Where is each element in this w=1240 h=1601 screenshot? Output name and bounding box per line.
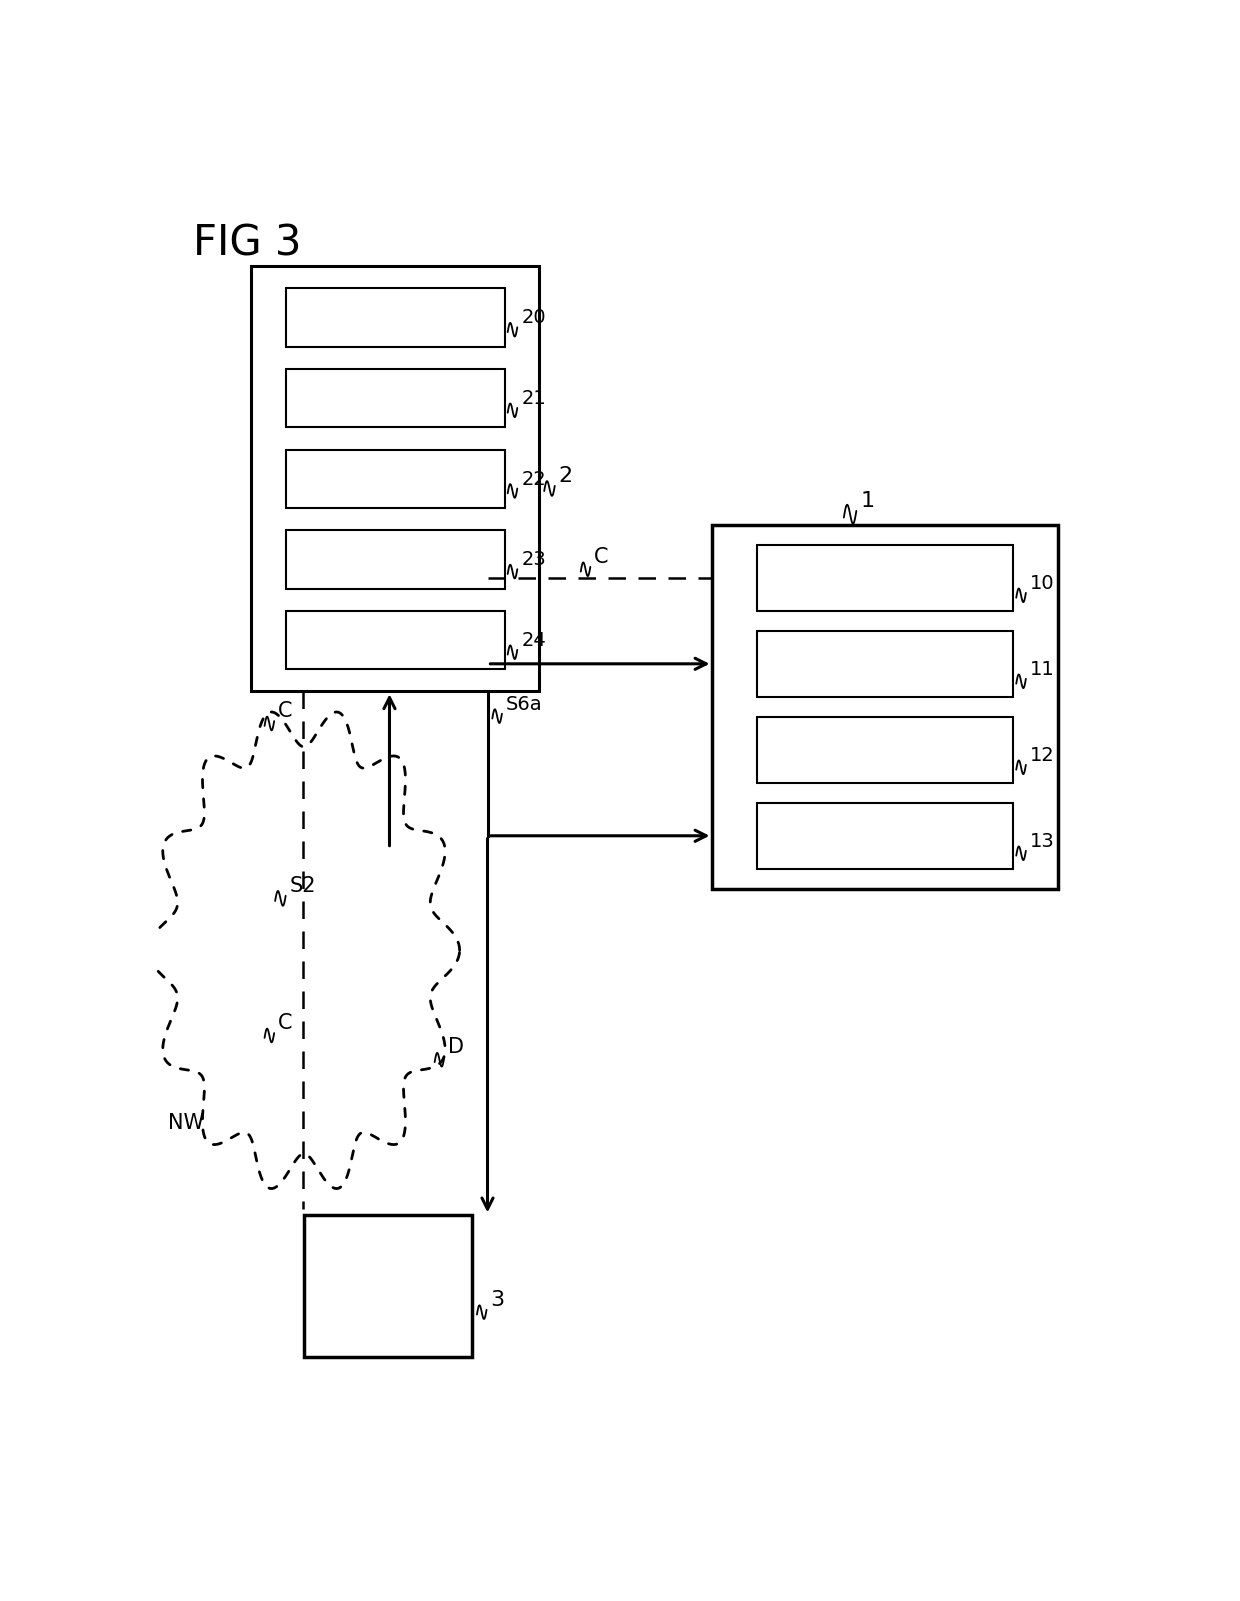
Bar xyxy=(712,525,1058,889)
Bar xyxy=(285,450,505,508)
Text: S2: S2 xyxy=(290,876,316,897)
Text: 20: 20 xyxy=(521,309,546,327)
Text: 24: 24 xyxy=(521,631,546,650)
Text: 3: 3 xyxy=(490,1290,505,1310)
Text: C: C xyxy=(278,1013,293,1033)
Bar xyxy=(304,1215,472,1358)
Text: 23: 23 xyxy=(521,551,546,570)
Text: 13: 13 xyxy=(1029,833,1054,850)
Text: 2: 2 xyxy=(559,466,573,485)
Text: 22: 22 xyxy=(521,469,546,488)
Bar xyxy=(285,530,505,589)
Bar xyxy=(758,717,1013,783)
Bar xyxy=(758,802,1013,869)
Text: 1: 1 xyxy=(861,492,874,511)
Bar xyxy=(758,544,1013,612)
Text: S6a: S6a xyxy=(506,695,542,714)
Text: C: C xyxy=(278,701,293,720)
Bar xyxy=(285,610,505,669)
Text: NW: NW xyxy=(167,1113,203,1134)
Bar xyxy=(285,368,505,427)
Bar xyxy=(250,266,539,692)
Text: FIG 3: FIG 3 xyxy=(193,223,303,264)
Bar xyxy=(285,288,505,347)
Text: 10: 10 xyxy=(1029,573,1054,592)
Text: D: D xyxy=(448,1037,464,1057)
Text: 11: 11 xyxy=(1029,660,1054,679)
Text: 12: 12 xyxy=(1029,746,1054,765)
Text: C: C xyxy=(594,548,609,567)
Bar xyxy=(758,631,1013,696)
Text: 21: 21 xyxy=(521,389,546,408)
